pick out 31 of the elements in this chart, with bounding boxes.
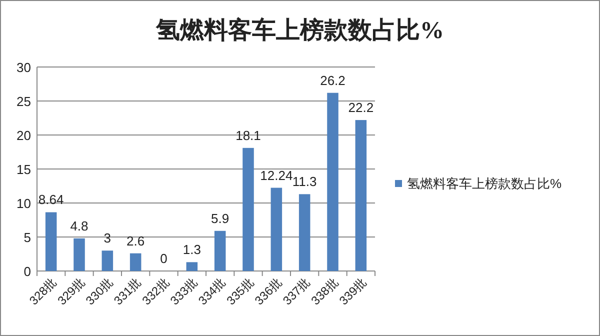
data-label: 26.2 <box>320 72 346 88</box>
bar <box>242 148 254 271</box>
data-label: 22.2 <box>348 100 374 116</box>
y-tick-label: 15 <box>16 162 31 177</box>
y-tick-label: 20 <box>16 128 31 143</box>
bar <box>45 212 57 271</box>
y-tick-label: 10 <box>16 196 31 211</box>
data-label: 8.64 <box>38 192 64 208</box>
y-tick-label: 25 <box>16 94 31 109</box>
data-label: 4.8 <box>70 218 88 234</box>
data-label: 0 <box>160 251 168 266</box>
y-tick-label: 30 <box>16 60 31 75</box>
bar <box>214 230 226 271</box>
data-label: 11.3 <box>292 174 317 190</box>
data-label: 1.3 <box>182 242 201 258</box>
bar <box>270 188 282 271</box>
bar <box>298 194 310 271</box>
data-label: 18.1 <box>236 128 261 143</box>
bar <box>74 238 85 271</box>
bar <box>327 92 338 271</box>
chart-title: 氢燃料客车上榜款数占比% <box>155 17 444 44</box>
bar <box>102 250 114 271</box>
data-label: 12.24 <box>260 168 293 183</box>
bar <box>186 262 198 271</box>
legend-label: 氢燃料客车上榜款数占比% <box>407 176 562 191</box>
data-label: 3 <box>104 230 112 246</box>
data-label: 2.6 <box>126 233 145 248</box>
y-tick-label: 5 <box>24 230 31 245</box>
bar <box>355 120 367 271</box>
data-label: 5.9 <box>211 210 230 226</box>
bar <box>130 253 142 271</box>
